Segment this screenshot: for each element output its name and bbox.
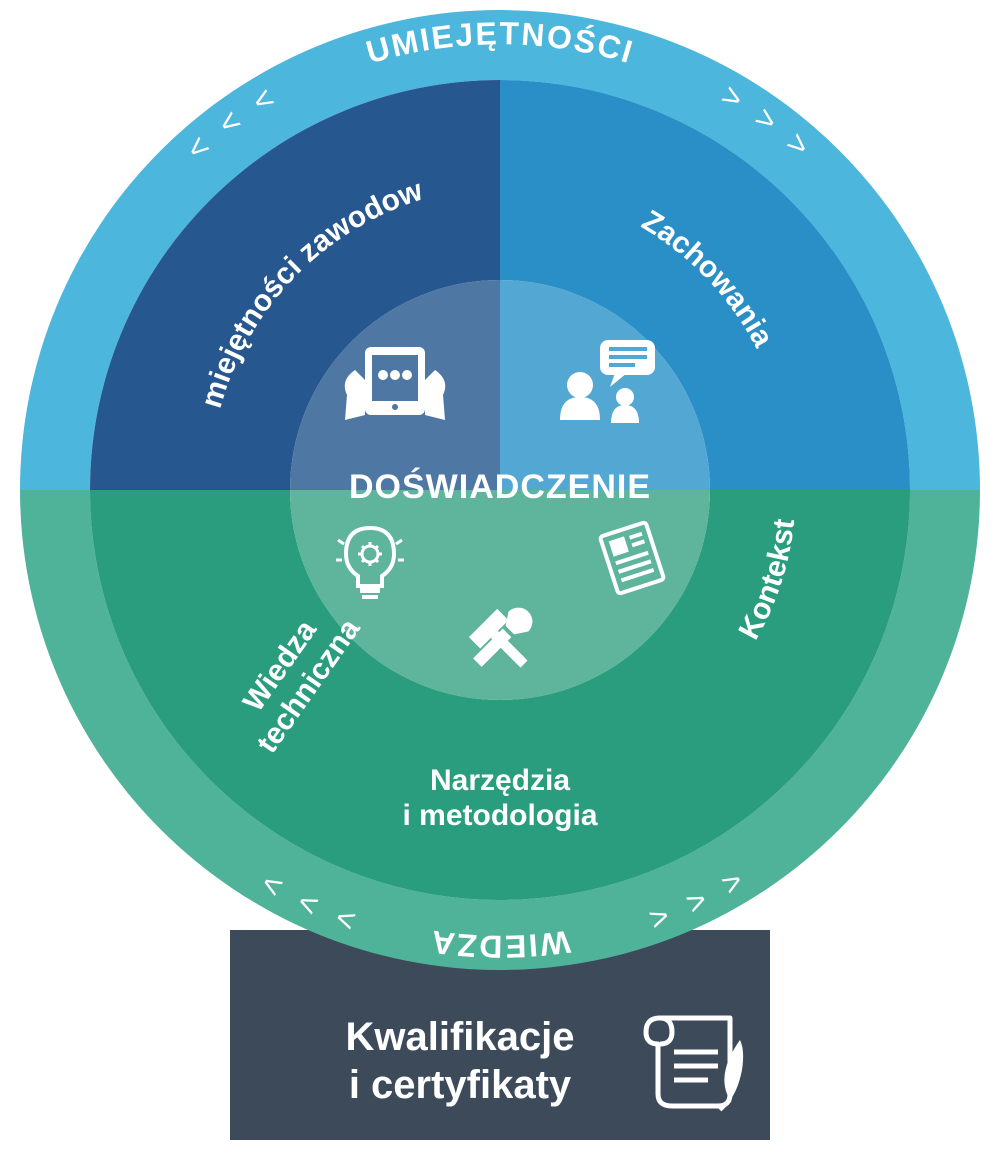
qualifications-label-line1: Kwalifikacje <box>345 1015 574 1059</box>
qualifications-label-line2: i certyfikaty <box>349 1063 572 1107</box>
svg-text:Narzędzia: Narzędzia <box>430 764 570 797</box>
svg-text:i metodologia: i metodologia <box>403 799 598 832</box>
center-label: DOŚWIADCZENIE <box>349 468 651 506</box>
competency-diagram: < < < UMIEJĘTNOŚCI > > > < < < WIEDZA > … <box>0 0 1000 1166</box>
outer-label-bottom: WIEDZA <box>427 924 572 965</box>
